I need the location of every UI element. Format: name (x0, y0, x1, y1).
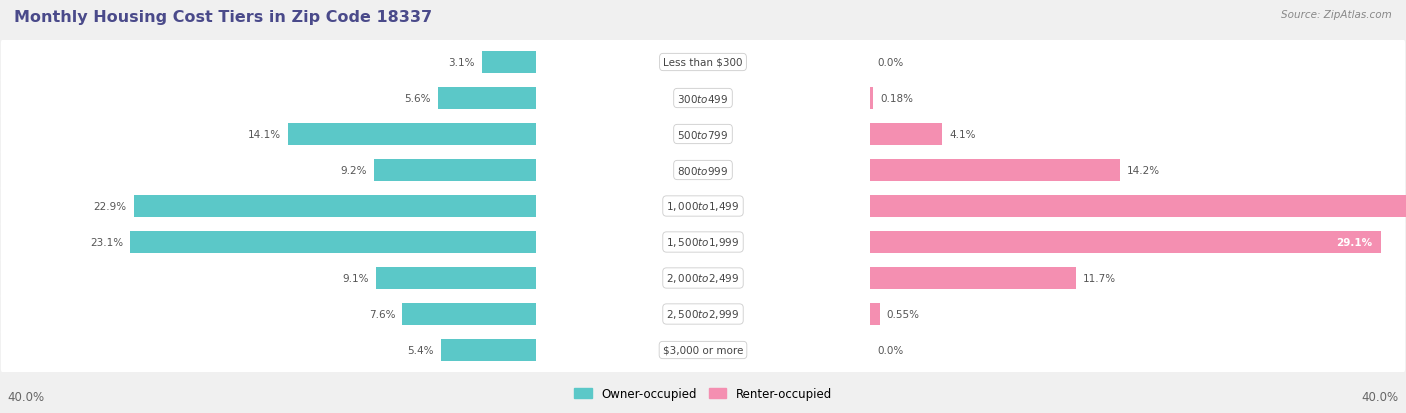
Text: 9.1%: 9.1% (343, 273, 368, 283)
Bar (870, 196, 1406, 217)
Text: $800 to $999: $800 to $999 (678, 165, 728, 177)
Bar (288, 124, 536, 145)
Text: Monthly Housing Cost Tiers in Zip Code 18337: Monthly Housing Cost Tiers in Zip Code 1… (14, 10, 432, 25)
Bar (870, 160, 1119, 181)
Text: $1,500 to $1,999: $1,500 to $1,999 (666, 236, 740, 249)
Text: 3.1%: 3.1% (449, 58, 475, 68)
FancyBboxPatch shape (1, 219, 1405, 266)
Bar (870, 232, 1381, 253)
Bar (870, 88, 873, 109)
Text: $1,000 to $1,499: $1,000 to $1,499 (666, 200, 740, 213)
Bar (129, 232, 536, 253)
Text: 0.0%: 0.0% (877, 345, 903, 355)
Text: 29.1%: 29.1% (1337, 237, 1372, 247)
Text: 0.55%: 0.55% (887, 309, 920, 319)
Text: Less than $300: Less than $300 (664, 58, 742, 68)
Bar (374, 160, 536, 181)
Bar (402, 304, 536, 325)
Text: 40.0%: 40.0% (7, 390, 44, 403)
Text: Source: ZipAtlas.com: Source: ZipAtlas.com (1281, 10, 1392, 20)
Text: 0.0%: 0.0% (877, 58, 903, 68)
Text: 5.4%: 5.4% (408, 345, 434, 355)
Text: 14.1%: 14.1% (247, 130, 281, 140)
Text: 11.7%: 11.7% (1083, 273, 1116, 283)
FancyBboxPatch shape (1, 76, 1405, 122)
Text: 9.2%: 9.2% (340, 166, 367, 176)
Bar (437, 88, 536, 109)
FancyBboxPatch shape (1, 112, 1405, 158)
Text: $2,000 to $2,499: $2,000 to $2,499 (666, 272, 740, 285)
Text: 0.18%: 0.18% (880, 94, 912, 104)
Legend: Owner-occupied, Renter-occupied: Owner-occupied, Renter-occupied (569, 383, 837, 405)
Text: 5.6%: 5.6% (404, 94, 430, 104)
FancyBboxPatch shape (1, 147, 1405, 194)
Text: 22.9%: 22.9% (93, 202, 127, 211)
FancyBboxPatch shape (1, 183, 1405, 230)
FancyBboxPatch shape (1, 291, 1405, 337)
Text: $3,000 or more: $3,000 or more (662, 345, 744, 355)
Text: $300 to $499: $300 to $499 (678, 93, 728, 105)
Bar (481, 52, 536, 74)
Text: 23.1%: 23.1% (90, 237, 124, 247)
Bar (870, 268, 1076, 289)
Text: 14.2%: 14.2% (1126, 166, 1160, 176)
Text: 4.1%: 4.1% (949, 130, 976, 140)
Bar (441, 339, 536, 361)
FancyBboxPatch shape (1, 327, 1405, 373)
Text: $2,500 to $2,999: $2,500 to $2,999 (666, 308, 740, 321)
Text: 40.0%: 40.0% (1362, 390, 1399, 403)
Bar (375, 268, 536, 289)
FancyBboxPatch shape (1, 255, 1405, 301)
Bar (134, 196, 536, 217)
Bar (870, 124, 942, 145)
Text: $500 to $799: $500 to $799 (678, 129, 728, 141)
Text: 7.6%: 7.6% (368, 309, 395, 319)
Bar (870, 304, 880, 325)
FancyBboxPatch shape (1, 40, 1405, 86)
